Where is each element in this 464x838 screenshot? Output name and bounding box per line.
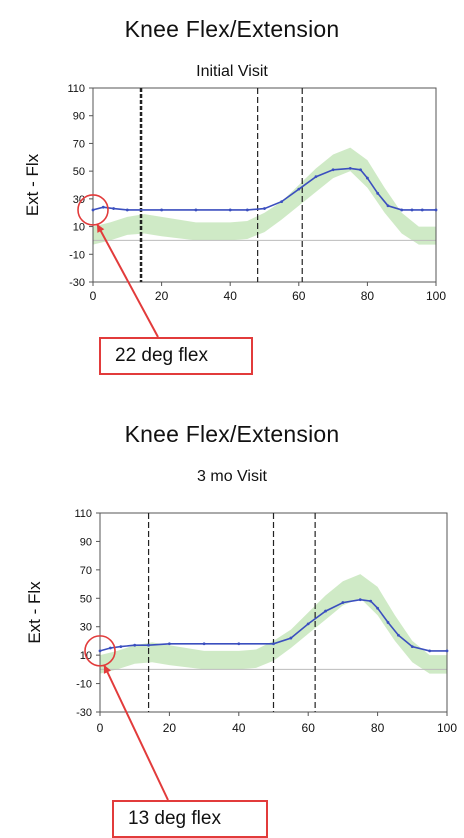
annotation-arrow xyxy=(103,664,169,801)
x-tick-label: 60 xyxy=(292,289,306,303)
annotation-callout: 13 deg flex xyxy=(112,800,268,838)
data-point xyxy=(341,601,345,604)
data-point xyxy=(369,599,373,603)
x-tick-label: 100 xyxy=(437,721,457,735)
x-tick-label: 20 xyxy=(163,721,177,735)
chart-panel-initial: Knee Flex/Extension Initial Visit 110 90 7… xyxy=(0,0,464,400)
data-point xyxy=(98,649,102,653)
data-point xyxy=(91,208,95,212)
y-tick-label: 70 xyxy=(80,565,92,577)
data-point xyxy=(314,175,318,179)
data-point xyxy=(194,208,198,212)
y-tick-label: 10 xyxy=(73,222,85,234)
normal-range-band xyxy=(100,574,447,674)
data-point xyxy=(386,204,390,208)
data-point xyxy=(289,636,293,640)
y-tick-label: 50 xyxy=(73,166,85,178)
data-point xyxy=(420,208,424,212)
y-tick-label: 70 xyxy=(73,138,85,150)
data-point xyxy=(109,646,112,650)
data-point xyxy=(324,609,327,613)
y-tick-label: 90 xyxy=(80,536,92,548)
data-point xyxy=(410,208,414,212)
data-point xyxy=(445,649,449,653)
data-point xyxy=(133,643,137,647)
data-point xyxy=(263,207,266,210)
data-point xyxy=(400,208,404,212)
data-point xyxy=(125,208,129,212)
x-tick-label: 0 xyxy=(97,721,104,735)
y-tick-label: 90 xyxy=(73,111,85,123)
data-point xyxy=(358,598,362,602)
data-point xyxy=(331,168,335,172)
data-point xyxy=(101,205,105,209)
data-point xyxy=(112,207,115,210)
x-tick-label: 40 xyxy=(224,289,238,303)
chart-plot-initial: 110 90 70 50 30 10 -10 -30 0 20 40 60 80 100 Ext - Flx xyxy=(23,83,446,338)
y-tick-label: 30 xyxy=(80,622,92,634)
x-tick-label: 20 xyxy=(155,289,169,303)
data-point xyxy=(376,606,379,610)
data-point xyxy=(160,208,164,212)
data-point xyxy=(202,642,206,646)
x-tick-label: 60 xyxy=(302,721,316,735)
y-tick-label: 110 xyxy=(67,83,85,95)
chart-subtitle: Initial Visit xyxy=(196,63,268,80)
data-point xyxy=(147,643,150,647)
y-tick-label: -30 xyxy=(69,277,85,289)
x-tick-label: 0 xyxy=(90,289,97,303)
y-axis-title: Ext - Flx xyxy=(23,153,42,216)
data-point xyxy=(237,642,241,646)
data-point xyxy=(376,191,380,195)
data-point xyxy=(280,200,284,204)
data-point xyxy=(245,208,249,212)
annotation-arrow xyxy=(96,223,159,338)
data-point xyxy=(168,642,171,646)
plot-frame xyxy=(92,87,437,283)
chart-panel-3mo: Knee Flex/Extension 3 mo Visit 110 90 70 50… xyxy=(0,405,464,838)
data-point xyxy=(397,633,400,637)
chart-title: Knee Flex/Extension xyxy=(124,421,340,447)
chart-title: Knee Flex/Extension xyxy=(124,16,340,42)
data-point xyxy=(306,622,310,626)
x-tick-label: 100 xyxy=(426,289,446,303)
annotation-callout: 22 deg flex xyxy=(99,337,253,375)
data-point xyxy=(272,642,275,646)
data-point xyxy=(410,645,414,649)
annotation-circle xyxy=(84,635,116,667)
x-tick-label: 80 xyxy=(361,289,375,303)
x-tick-label: 40 xyxy=(232,721,246,735)
annotation-arrowhead xyxy=(103,664,111,674)
data-point xyxy=(348,166,352,170)
y-tick-label: 30 xyxy=(73,194,85,206)
y-tick-label: -10 xyxy=(69,249,85,261)
data-point xyxy=(434,208,438,212)
y-tick-label: -30 xyxy=(76,707,92,719)
data-point xyxy=(119,645,123,649)
data-point xyxy=(428,649,432,653)
normal-range-band xyxy=(93,147,436,245)
annotation-arrowhead xyxy=(97,223,105,233)
y-tick-label: -10 xyxy=(76,679,92,691)
data-point xyxy=(297,187,301,191)
chart-subtitle: 3 mo Visit xyxy=(197,468,267,485)
y-axis-title: Ext - Flx xyxy=(25,581,44,644)
y-tick-label: 50 xyxy=(80,593,92,605)
annotation-circle xyxy=(77,194,109,226)
data-point xyxy=(359,168,362,172)
data-point xyxy=(386,621,390,624)
y-tick-label: 110 xyxy=(74,508,92,520)
subject-curve xyxy=(92,167,436,211)
data-point xyxy=(228,208,232,212)
data-point xyxy=(366,176,369,180)
x-tick-label: 80 xyxy=(371,721,385,735)
